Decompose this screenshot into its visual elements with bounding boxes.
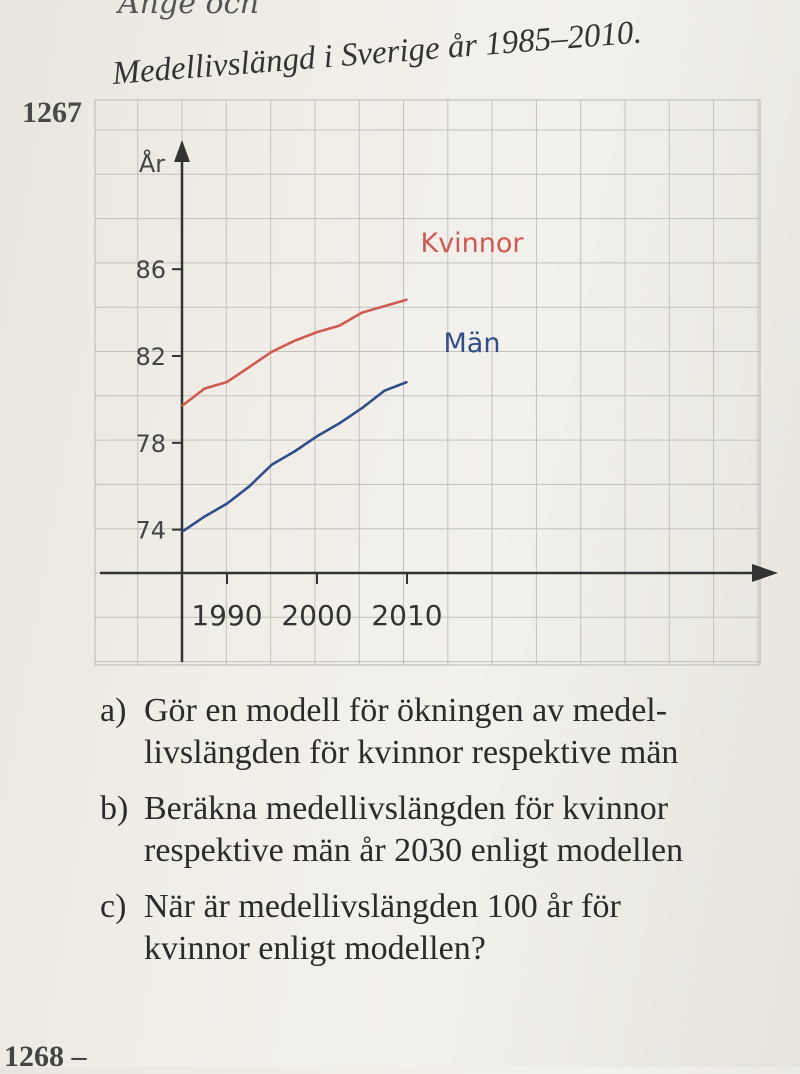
previous-problem-text: Ange och <box>118 0 260 21</box>
data-point <box>406 298 408 301</box>
data-point <box>361 311 363 314</box>
data-point <box>181 530 183 533</box>
data-point <box>316 331 318 333</box>
next-problem-number: 1268 – <box>4 1040 87 1073</box>
x-tick-label: 2010 <box>371 599 442 632</box>
y-tick-label: 86 <box>135 256 166 284</box>
question-text-line: Gör en modell för ökningen av medel- <box>144 692 668 729</box>
y-tick-label: 82 <box>135 343 166 371</box>
data-point <box>316 435 318 438</box>
question-text-line: respektive män år 2030 enligt modellen <box>144 832 684 869</box>
grid-border <box>94 99 761 666</box>
data-point <box>406 381 408 383</box>
y-axis-label: År <box>139 149 165 178</box>
life-expectancy-chart: År 74 78 82 86 1990 2000 2010 Kvinnor Män <box>94 99 778 666</box>
question-label: b) <box>100 790 129 827</box>
data-point <box>248 485 251 488</box>
chart-series <box>181 298 408 533</box>
data-point <box>293 340 296 342</box>
data-point <box>293 450 296 453</box>
series-line-man <box>181 380 408 533</box>
y-tick-label: 74 <box>135 517 166 545</box>
question-b: b) Beräkna medellivslängden för kvinnor … <box>100 788 800 872</box>
data-point <box>338 422 341 425</box>
y-axis-arrow-icon <box>174 140 190 162</box>
question-text-line: kvinnor enligt modellen? <box>144 930 486 967</box>
data-point <box>361 407 363 409</box>
data-point <box>248 366 251 368</box>
question-c: c) När är medellivslängden 100 år för kv… <box>100 886 800 970</box>
chart-labels: År 74 78 82 86 1990 2000 2010 Kvinnor Män <box>135 149 524 632</box>
series-label-man: Män <box>444 328 501 359</box>
question-a: a) Gör en modell för ökningen av medel- … <box>100 690 800 774</box>
data-point <box>271 463 273 466</box>
question-text-line: livslängden för kvinnor respektive män <box>144 734 679 771</box>
x-axis-arrow-icon <box>752 564 778 582</box>
question-list: a) Gör en modell för ökningen av medel- … <box>100 690 800 984</box>
data-point <box>203 387 206 390</box>
data-point <box>226 381 228 383</box>
x-tick-label: 2000 <box>281 599 352 632</box>
data-point <box>338 324 341 327</box>
chart-grid <box>94 99 761 666</box>
x-tick-label: 1990 <box>191 599 262 632</box>
data-point <box>226 502 228 505</box>
question-text-line: När är medellivslängden 100 år för <box>144 888 621 925</box>
data-point <box>181 405 183 407</box>
y-tick-label: 78 <box>135 430 166 458</box>
series-line-kvinnor <box>181 298 408 407</box>
series-label-kvinnor: Kvinnor <box>420 228 524 259</box>
question-label: a) <box>100 692 127 729</box>
problem-number: 1267 <box>22 96 82 129</box>
question-label: c) <box>100 888 127 925</box>
data-point <box>203 515 206 518</box>
data-point <box>271 350 273 353</box>
question-text-line: Beräkna medellivslängden för kvinnor <box>144 790 669 827</box>
data-point <box>383 389 386 392</box>
data-point <box>383 305 386 307</box>
